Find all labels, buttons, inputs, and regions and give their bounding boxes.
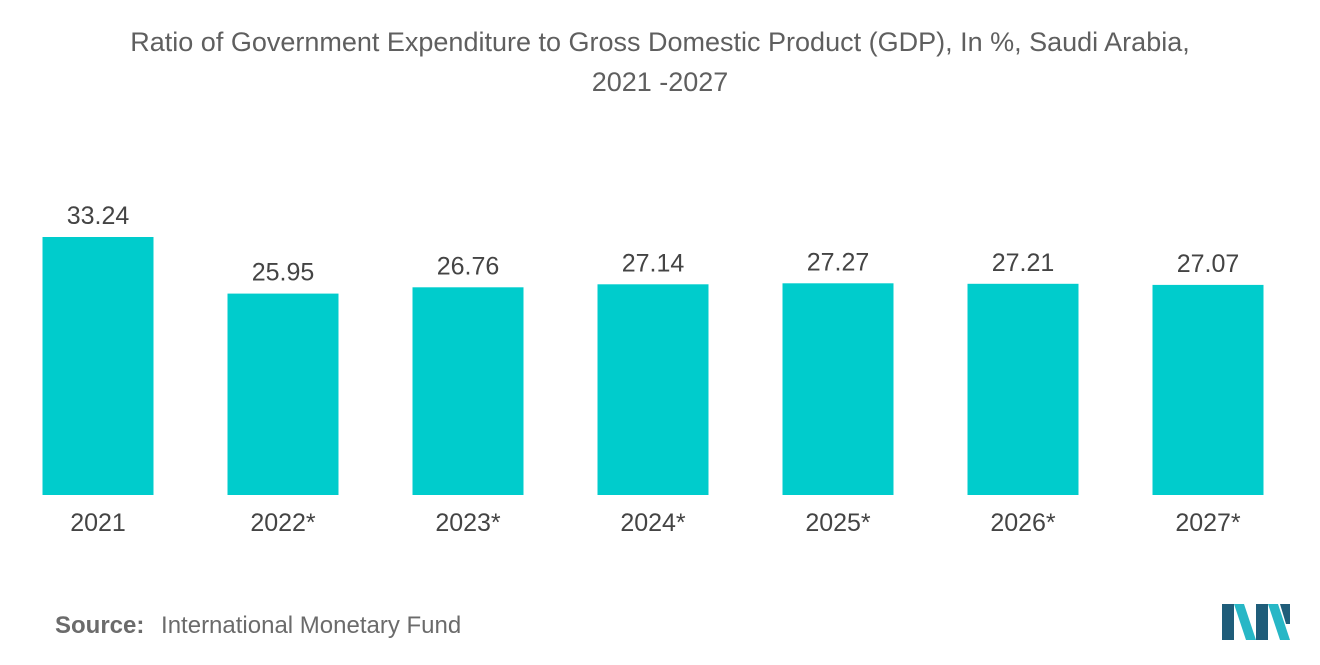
x-tick-label-2022*: 2022* [250,509,316,537]
bar-2026* [967,283,1079,495]
bar-2025* [782,283,894,495]
chart-title-line-2: 2021 -2027 [591,67,729,97]
value-label-2025*: 27.27 [807,248,870,276]
bar-2023* [412,287,524,495]
x-tick-label-2021: 2021 [70,509,126,537]
value-label-2027*: 27.07 [1177,250,1240,278]
x-tick-label-2026*: 2026* [990,509,1056,537]
bars-group [42,237,1264,495]
chart-title-line-1: Ratio of Government Expenditure to Gross… [130,27,1190,57]
x-axis-tick-labels: 2021 2022* 2023* 2024* 2025* 2026* 2027* [70,509,1241,537]
logo-shape-diagonal-2 [1268,604,1290,640]
chart-title: Ratio of Government Expenditure to Gross… [20,22,1300,102]
bar-2027* [1152,284,1264,495]
x-tick-label-2023*: 2023* [435,509,501,537]
bar-2024* [597,284,709,495]
value-labels-group: 33.24 25.95 26.76 27.14 27.27 27.21 27.07 [67,202,1240,287]
x-tick-label-2025*: 2025* [805,509,871,537]
value-label-2024*: 27.14 [622,249,685,277]
value-label-2023*: 26.76 [437,252,500,280]
logo-shape-right [1280,604,1290,624]
bar-2022* [227,293,339,495]
x-tick-label-2027*: 2027* [1175,509,1241,537]
x-tick-label-2024*: 2024* [620,509,686,537]
value-label-2022*: 25.95 [252,259,315,287]
logo-shape-left [1222,604,1234,640]
value-label-2026*: 27.21 [992,249,1055,277]
logo-shape-middle [1256,604,1268,640]
source-label: Source: [55,612,145,639]
logo-shape-diagonal-1 [1234,604,1256,640]
bar-2021 [42,237,154,495]
source-note: Source: International Monetary Fund [55,612,461,640]
source-text: International Monetary Fund [161,612,462,639]
value-label-2021: 33.24 [67,202,130,230]
mordor-intelligence-logo-icon [1222,604,1290,640]
